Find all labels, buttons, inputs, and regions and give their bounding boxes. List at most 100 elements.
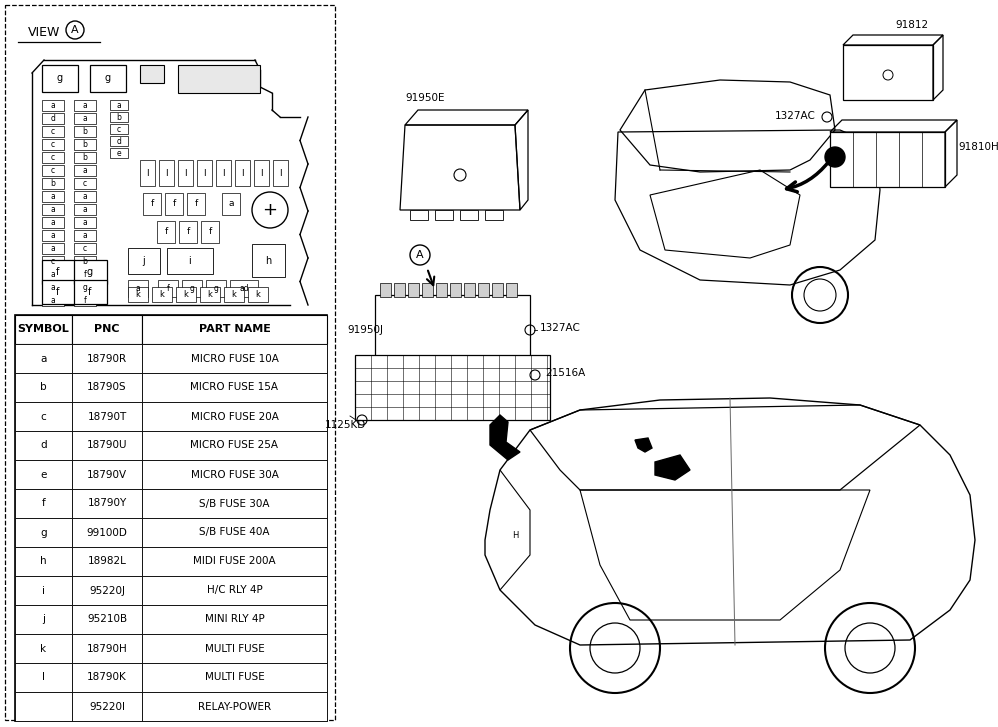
Bar — [15, 692, 72, 721]
Text: a: a — [83, 218, 88, 227]
Text: a: a — [51, 218, 55, 227]
Bar — [128, 287, 148, 302]
Text: c: c — [51, 140, 55, 149]
Text: c: c — [83, 244, 87, 253]
Text: f: f — [56, 287, 60, 297]
Bar — [42, 280, 75, 304]
Text: 18790K: 18790K — [87, 672, 127, 683]
Text: RELAY-POWER: RELAY-POWER — [198, 702, 271, 712]
Bar — [72, 576, 142, 605]
Text: b: b — [83, 153, 88, 162]
Text: a: a — [83, 192, 88, 201]
Text: PART NAME: PART NAME — [199, 324, 270, 334]
Bar — [42, 178, 64, 189]
Bar — [140, 160, 155, 186]
Bar — [143, 193, 161, 215]
Bar — [176, 287, 196, 302]
Bar — [42, 139, 64, 150]
Bar — [110, 100, 128, 110]
Bar — [506, 283, 517, 297]
Text: d: d — [51, 114, 56, 123]
Bar — [15, 489, 72, 518]
Text: g: g — [83, 283, 88, 292]
Bar — [15, 344, 72, 373]
Bar — [110, 148, 128, 158]
Text: b: b — [83, 127, 88, 136]
Bar — [110, 112, 128, 122]
Bar — [72, 518, 142, 547]
Text: g: g — [40, 528, 47, 537]
Bar — [142, 489, 327, 518]
Text: g: g — [57, 73, 63, 83]
Bar — [74, 282, 96, 293]
Bar — [460, 210, 478, 220]
Bar — [42, 191, 64, 202]
Bar — [178, 65, 260, 93]
Text: b: b — [83, 257, 88, 266]
Text: c: c — [51, 153, 55, 162]
Bar — [142, 402, 327, 431]
Bar — [74, 191, 96, 202]
Text: a: a — [83, 114, 88, 123]
Text: MIDI FUSE 200A: MIDI FUSE 200A — [194, 556, 275, 566]
Bar — [15, 518, 72, 547]
Bar — [408, 283, 419, 297]
Bar — [74, 260, 107, 284]
Text: a: a — [83, 231, 88, 240]
Bar — [450, 283, 461, 297]
Text: a: a — [40, 353, 47, 364]
Text: 18790U: 18790U — [87, 441, 128, 451]
Bar — [435, 210, 453, 220]
Text: f: f — [88, 287, 92, 297]
Bar — [142, 373, 327, 402]
Text: a: a — [83, 205, 88, 214]
Text: f: f — [151, 199, 154, 209]
Bar — [410, 210, 428, 220]
Bar — [142, 547, 327, 576]
Bar — [179, 221, 197, 243]
Bar — [42, 113, 64, 124]
Bar — [187, 193, 205, 215]
Text: MULTI FUSE: MULTI FUSE — [205, 643, 264, 654]
Text: g: g — [190, 284, 195, 293]
Bar — [128, 248, 160, 274]
Bar — [72, 460, 142, 489]
Bar — [74, 139, 96, 150]
Bar — [72, 344, 142, 373]
Text: k: k — [255, 290, 260, 299]
Text: 18790R: 18790R — [87, 353, 127, 364]
Bar — [158, 280, 178, 297]
Text: MICRO FUSE 25A: MICRO FUSE 25A — [191, 441, 278, 451]
Bar — [110, 124, 128, 134]
Bar — [235, 160, 250, 186]
Bar — [42, 165, 64, 176]
Text: a: a — [51, 192, 55, 201]
Bar — [42, 282, 64, 293]
Text: h: h — [264, 256, 271, 266]
Text: a: a — [51, 205, 55, 214]
Bar — [216, 160, 231, 186]
Bar — [142, 576, 327, 605]
Bar — [485, 210, 503, 220]
Bar — [72, 634, 142, 663]
Bar — [42, 100, 64, 111]
Text: k: k — [184, 290, 189, 299]
Text: 91812: 91812 — [895, 20, 928, 30]
Text: l: l — [184, 169, 187, 177]
Text: i: i — [42, 585, 45, 595]
Bar — [110, 136, 128, 146]
Text: f: f — [173, 199, 176, 209]
Text: k: k — [136, 290, 141, 299]
Text: 18790S: 18790S — [87, 382, 127, 393]
Bar — [74, 100, 96, 111]
Text: a: a — [51, 296, 55, 305]
Text: MINI RLY 4P: MINI RLY 4P — [205, 614, 264, 624]
Bar — [15, 315, 72, 344]
Text: k: k — [160, 290, 165, 299]
Text: l: l — [146, 169, 149, 177]
Bar — [200, 287, 220, 302]
Bar — [15, 547, 72, 576]
Text: c: c — [51, 257, 55, 266]
Text: j: j — [42, 614, 45, 624]
Bar — [15, 576, 72, 605]
